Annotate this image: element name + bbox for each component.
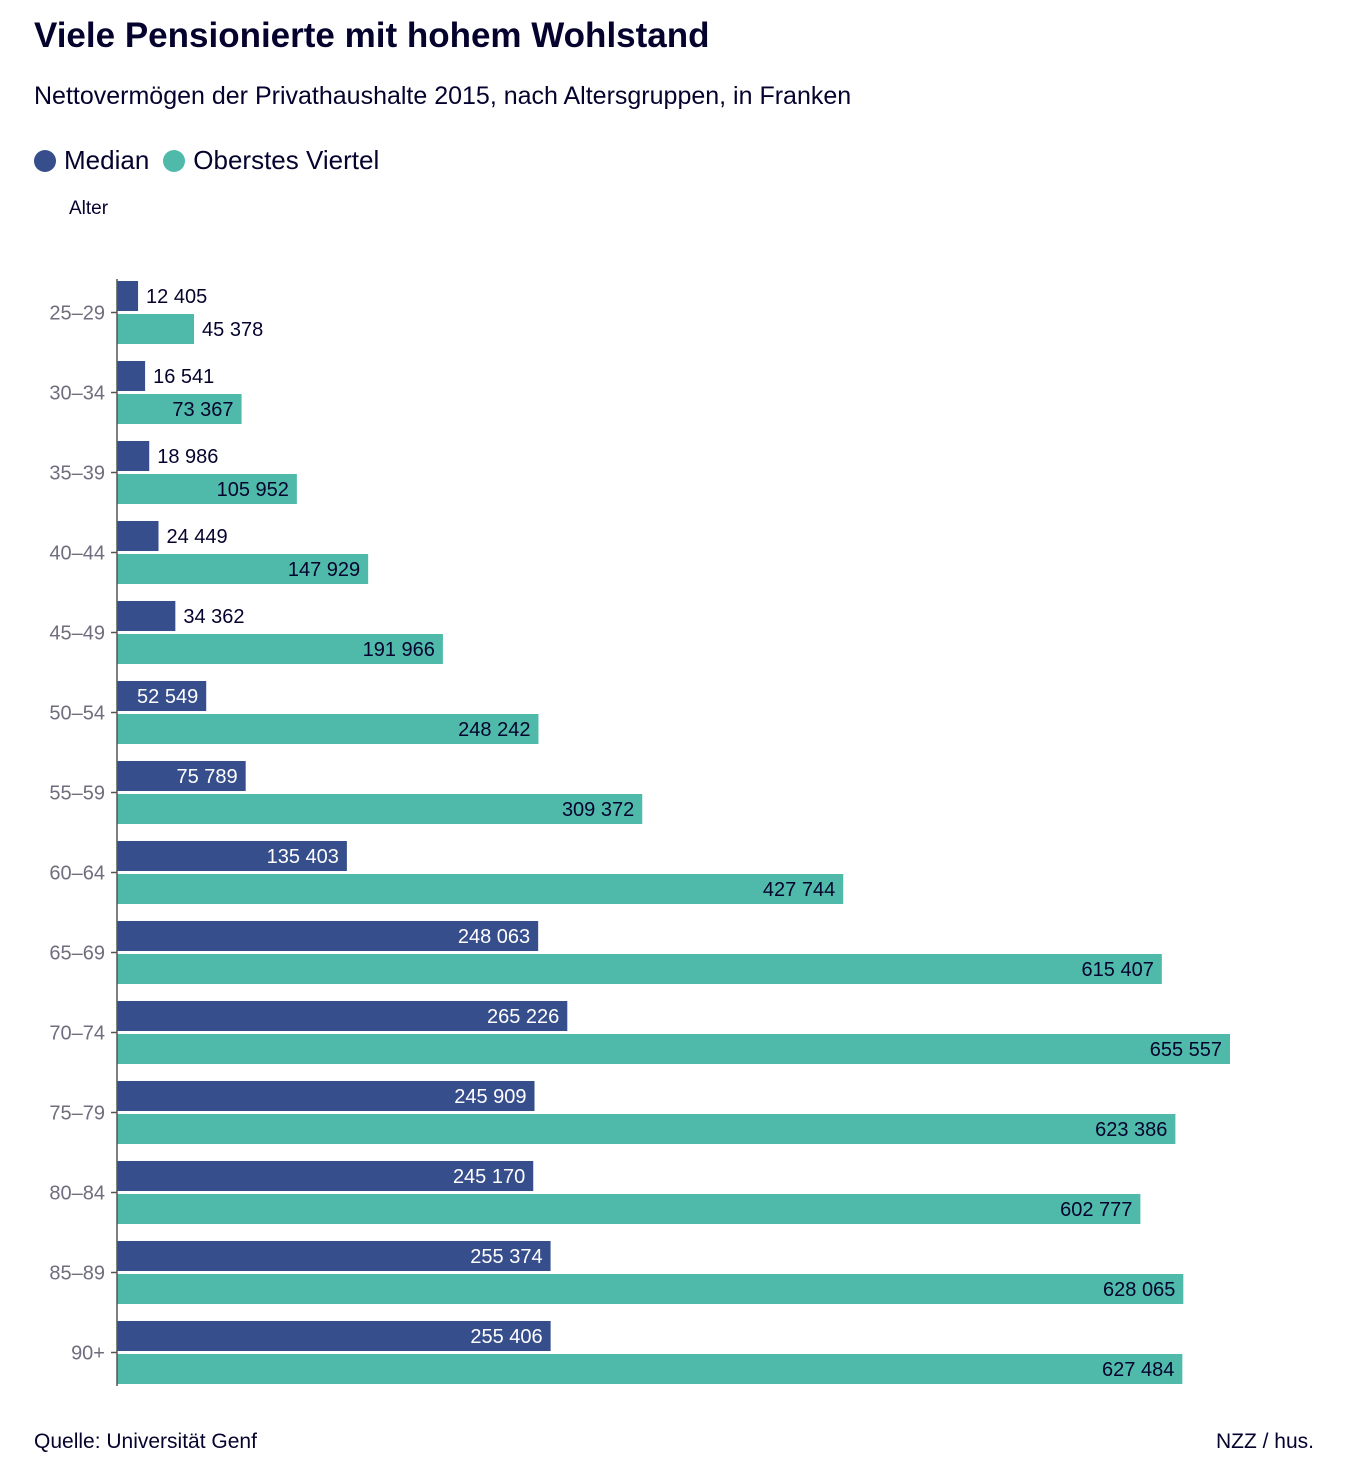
bar-top-quarter bbox=[117, 1194, 1141, 1224]
bar-median bbox=[117, 1321, 551, 1351]
legend-item-top-quarter: Oberstes Viertel bbox=[163, 145, 379, 176]
data-label-median: 255 374 bbox=[470, 1246, 542, 1268]
bar-median bbox=[117, 681, 207, 711]
y-tick-label: 60–64 bbox=[49, 863, 105, 885]
y-tick-label: 55–59 bbox=[49, 783, 105, 805]
y-axis-title: Alter bbox=[69, 198, 109, 219]
data-label-median: 12 405 bbox=[146, 286, 207, 308]
y-tick-label: 30–34 bbox=[49, 383, 105, 405]
bar-top-quarter bbox=[117, 394, 242, 424]
data-label-top-quarter: 623 386 bbox=[1095, 1119, 1167, 1141]
bar-median bbox=[117, 761, 246, 791]
y-tick-label: 65–69 bbox=[49, 943, 105, 965]
data-label-median: 24 449 bbox=[167, 526, 228, 548]
data-label-top-quarter: 628 065 bbox=[1103, 1279, 1175, 1301]
source-note: Quelle: Universität Genf bbox=[34, 1430, 257, 1453]
chart-subtitle: Nettovermögen der Privathaushalte 2015, … bbox=[34, 82, 852, 110]
data-label-median: 52 549 bbox=[137, 686, 198, 708]
bar-top-quarter bbox=[117, 1114, 1176, 1144]
y-tick-label: 80–84 bbox=[49, 1183, 105, 1205]
data-label-top-quarter: 655 557 bbox=[1150, 1039, 1222, 1061]
chart-title: Viele Pensionierte mit hohem Wohlstand bbox=[34, 16, 710, 55]
bar-top-quarter bbox=[117, 794, 643, 824]
data-label-median: 245 170 bbox=[453, 1166, 525, 1188]
legend-label-top-quarter: Oberstes Viertel bbox=[193, 145, 380, 175]
y-tick-label: 45–49 bbox=[49, 623, 105, 645]
bar-top-quarter bbox=[117, 474, 297, 504]
data-label-top-quarter: 45 378 bbox=[202, 319, 263, 341]
bar-median bbox=[117, 361, 146, 391]
bar-top-quarter bbox=[117, 314, 195, 344]
y-tick-label: 70–74 bbox=[49, 1023, 105, 1045]
bar-top-quarter bbox=[117, 954, 1162, 984]
bar-top-quarter bbox=[117, 1034, 1230, 1064]
bar-median bbox=[117, 921, 539, 951]
bar-top-quarter bbox=[117, 554, 369, 584]
y-tick-label: 85–89 bbox=[49, 1263, 105, 1285]
data-label-top-quarter: 615 407 bbox=[1082, 959, 1154, 981]
data-label-top-quarter: 191 966 bbox=[363, 639, 435, 661]
bar-top-quarter bbox=[117, 714, 539, 744]
data-label-median: 34 362 bbox=[183, 606, 244, 628]
bar-top-quarter bbox=[117, 1354, 1183, 1384]
y-tick-label: 35–39 bbox=[49, 463, 105, 485]
y-tick-label: 25–29 bbox=[49, 303, 105, 325]
credit-note: NZZ / hus. bbox=[1215, 1430, 1314, 1453]
legend: Median Oberstes Viertel bbox=[34, 145, 393, 176]
data-label-top-quarter: 248 242 bbox=[458, 719, 530, 741]
data-label-top-quarter: 627 484 bbox=[1102, 1359, 1174, 1381]
data-label-median: 265 226 bbox=[487, 1006, 559, 1028]
data-label-top-quarter: 147 929 bbox=[288, 559, 360, 581]
data-label-top-quarter: 105 952 bbox=[217, 479, 289, 501]
bar-median bbox=[117, 601, 176, 631]
bar-median bbox=[117, 281, 139, 311]
y-tick-label: 90+ bbox=[71, 1343, 105, 1365]
bar-top-quarter bbox=[117, 874, 844, 904]
bar-top-quarter bbox=[117, 1274, 1184, 1304]
y-tick-label: 40–44 bbox=[49, 543, 105, 565]
data-label-median: 135 403 bbox=[267, 846, 339, 868]
data-label-top-quarter: 602 777 bbox=[1060, 1199, 1132, 1221]
legend-swatch-top-quarter bbox=[163, 149, 186, 172]
bar-median bbox=[117, 441, 150, 471]
bar-median bbox=[117, 1001, 568, 1031]
data-label-median: 245 909 bbox=[454, 1086, 526, 1108]
y-tick-label: 75–79 bbox=[49, 1103, 105, 1125]
y-tick-label: 50–54 bbox=[49, 703, 105, 725]
legend-label-median: Median bbox=[64, 145, 150, 175]
data-label-median: 255 406 bbox=[470, 1326, 542, 1348]
legend-item-median: Median bbox=[34, 145, 149, 176]
bar-median bbox=[117, 1161, 534, 1191]
data-label-top-quarter: 73 367 bbox=[172, 399, 233, 421]
bar-median bbox=[117, 841, 347, 871]
data-label-median: 75 789 bbox=[177, 766, 238, 788]
data-label-median: 18 986 bbox=[157, 446, 218, 468]
bar-top-quarter bbox=[117, 634, 443, 664]
data-label-median: 16 541 bbox=[153, 366, 214, 388]
data-label-top-quarter: 309 372 bbox=[562, 799, 634, 821]
data-label-top-quarter: 427 744 bbox=[763, 879, 835, 901]
data-label-median: 248 063 bbox=[458, 926, 530, 948]
bar-median bbox=[117, 1241, 551, 1271]
bar-median bbox=[117, 1081, 535, 1111]
legend-swatch-median bbox=[34, 149, 56, 172]
bar-median bbox=[117, 521, 159, 551]
